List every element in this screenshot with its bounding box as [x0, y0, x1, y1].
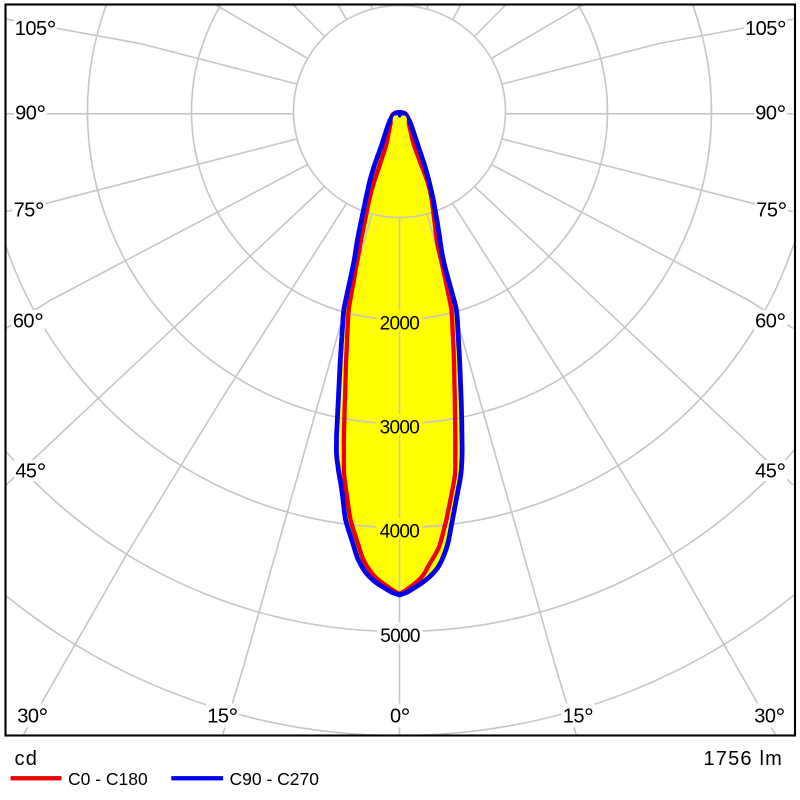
svg-text:60°: 60°: [755, 309, 786, 336]
svg-text:75°: 75°: [14, 198, 45, 225]
svg-text:C0 - C180: C0 - C180: [68, 769, 148, 789]
svg-text:45°: 45°: [15, 459, 46, 486]
svg-text:0°: 0°: [390, 704, 410, 731]
svg-text:105°: 105°: [15, 17, 56, 44]
svg-text:3000: 3000: [380, 418, 420, 439]
svg-text:45°: 45°: [755, 459, 786, 486]
svg-text:15°: 15°: [207, 704, 238, 731]
svg-text:90°: 90°: [755, 101, 786, 128]
svg-text:5000: 5000: [380, 626, 420, 647]
svg-text:1756 lm: 1756 lm: [703, 748, 783, 770]
svg-text:4000: 4000: [380, 521, 420, 542]
svg-text:C90 - C270: C90 - C270: [230, 769, 320, 789]
svg-text:30°: 30°: [17, 704, 48, 731]
svg-text:30°: 30°: [754, 704, 785, 731]
svg-text:60°: 60°: [13, 309, 44, 336]
svg-text:2000: 2000: [380, 314, 420, 335]
svg-text:105°: 105°: [745, 17, 786, 44]
svg-text:cd: cd: [15, 748, 39, 770]
svg-text:90°: 90°: [15, 101, 46, 128]
svg-text:75°: 75°: [756, 198, 787, 225]
svg-text:15°: 15°: [563, 704, 594, 731]
